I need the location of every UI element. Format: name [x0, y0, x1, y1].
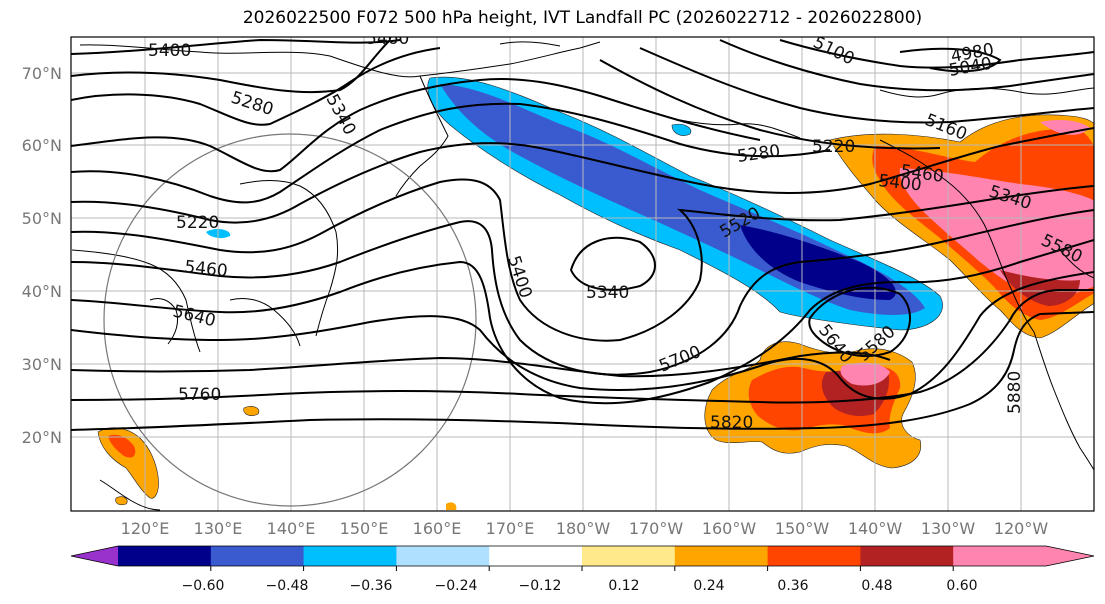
- contour-label: 5220: [812, 137, 855, 157]
- colorbar-tick-label: 0.60: [946, 578, 977, 594]
- lat-label: 40°N: [22, 282, 62, 301]
- colorbar-tick-label: −0.12: [519, 578, 562, 594]
- lat-label: 30°N: [22, 355, 62, 374]
- lon-label: 160°W: [702, 519, 757, 538]
- lon-label: 170°W: [629, 519, 684, 538]
- colorbar-tick-label: −0.36: [350, 578, 393, 594]
- colorbar: −0.60 −0.48 −0.36 −0.24 −0.12 0.12 0.24 …: [70, 545, 1095, 594]
- contour-label: 5220: [176, 213, 219, 233]
- colorbar-cell: [674, 546, 769, 566]
- contour-label: 5400: [148, 41, 191, 61]
- colorbar-cell: [489, 546, 583, 566]
- domain-circle: [103, 133, 477, 507]
- contour-label: 5460: [183, 257, 228, 281]
- colorbar-cell: [860, 546, 954, 566]
- colorbar-cell: [210, 546, 305, 566]
- colorbar-cell: [396, 546, 490, 566]
- lon-label: 150°W: [775, 519, 830, 538]
- colorbar-tick-label: −0.60: [182, 578, 225, 594]
- lon-label: 170°E: [486, 519, 535, 538]
- lat-label: 20°N: [22, 428, 62, 447]
- lon-label: 120°E: [121, 519, 170, 538]
- lon-label: 130°W: [921, 519, 976, 538]
- colorbar-cell: [303, 546, 397, 566]
- longitude-labels: 120°E 130°E 140°E 150°E 160°E 170°E 180°…: [121, 519, 1049, 538]
- lon-label: 160°E: [413, 519, 462, 538]
- lat-label: 70°N: [22, 64, 62, 83]
- lon-label: 120°W: [994, 519, 1049, 538]
- colorbar-tick-label: −0.24: [435, 578, 478, 594]
- lat-label: 60°N: [22, 136, 62, 155]
- contour-label: 5820: [710, 413, 753, 433]
- lon-label: 140°W: [848, 519, 903, 538]
- latitude-labels: 70°N 60°N 50°N 40°N 30°N 20°N: [22, 64, 62, 447]
- contour-label: 5460: [366, 29, 409, 49]
- colorbar-tick-label: 0.36: [777, 578, 808, 594]
- map-title: 2026022500 F072 500 hPa height, IVT Land…: [242, 8, 923, 28]
- ivt-positive-shading: [97, 114, 1094, 510]
- lon-label: 180°W: [556, 519, 611, 538]
- ivt-negative-shading: [206, 76, 943, 331]
- colorbar-tick-label: 0.12: [608, 578, 639, 594]
- colorbar-tick-label: −0.48: [266, 578, 309, 594]
- lon-label: 130°E: [194, 519, 243, 538]
- contour-label: 5760: [178, 385, 221, 405]
- colorbar-cell: [953, 546, 1047, 566]
- contour-label: 5880: [1005, 371, 1025, 414]
- colorbar-extend-max: [1046, 546, 1094, 566]
- lat-label: 50°N: [22, 209, 62, 228]
- colorbar-extend-min: [71, 546, 118, 566]
- colorbar-cell: [118, 546, 212, 566]
- map-gridlines: [71, 37, 1094, 511]
- colorbar-tick-label: 0.24: [693, 578, 724, 594]
- contour-label: 5340: [586, 283, 629, 303]
- colorbar-cell: [582, 546, 676, 566]
- height-contours: [71, 38, 1094, 431]
- colorbar-cell: [767, 546, 861, 566]
- lon-label: 140°E: [267, 519, 316, 538]
- lon-label: 150°E: [340, 519, 389, 538]
- colorbar-tick-label: 0.48: [861, 578, 892, 594]
- map-frame: [70, 36, 1095, 512]
- contour-label: 5400: [877, 171, 922, 195]
